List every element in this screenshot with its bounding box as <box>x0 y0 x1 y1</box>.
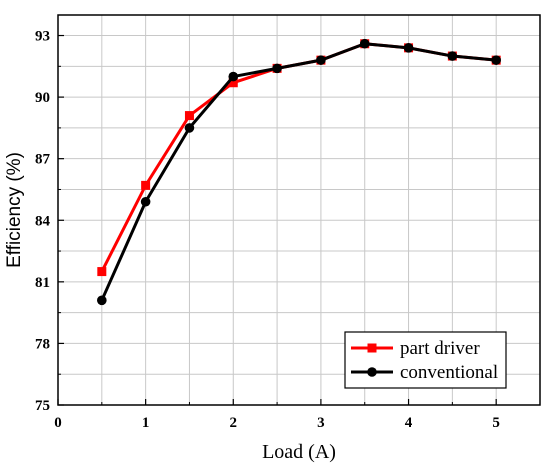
data-point-conventional <box>316 55 326 65</box>
x-tick-label: 2 <box>230 415 238 431</box>
x-tick-label: 4 <box>405 415 413 431</box>
axis-ticks: 0 1 2 3 4 5 75 78 81 84 87 90 93 <box>35 29 500 431</box>
y-tick-label: 90 <box>35 90 50 106</box>
legend-marker-conventional <box>367 367 377 377</box>
plot-frame <box>57 14 541 406</box>
data-point-part-driver <box>228 78 238 88</box>
data-point-conventional <box>491 55 501 65</box>
data-point-conventional <box>403 43 414 53</box>
data-point-conventional <box>359 38 370 49</box>
series-line-conventional <box>100 42 497 301</box>
data-point-part-driver <box>184 111 194 121</box>
x-tick-label: 0 <box>54 415 62 431</box>
y-axis-title: Efficiency (%) <box>4 152 25 268</box>
data-point-conventional <box>140 196 151 207</box>
x-tick-label: 3 <box>317 415 325 431</box>
y-tick-label: 87 <box>35 152 51 168</box>
legend: part driver conventional <box>344 331 507 389</box>
x-tick-label: 1 <box>142 415 150 431</box>
data-point-conventional <box>447 51 458 61</box>
series <box>97 38 501 306</box>
data-point-part-driver <box>141 180 151 190</box>
y-tick-label: 75 <box>35 398 50 414</box>
legend-box <box>344 331 507 389</box>
data-point-conventional <box>272 63 282 74</box>
x-tick-label: 5 <box>492 415 500 431</box>
data-point-conventional <box>184 123 195 133</box>
y-tick-label: 84 <box>35 213 51 229</box>
series-line-part-driver <box>100 42 497 273</box>
legend-label-part-driver: part driver <box>400 338 480 359</box>
y-tick-label: 81 <box>35 275 50 291</box>
data-point-conventional <box>228 71 239 82</box>
x-axis-title: Load (A) <box>262 441 336 463</box>
legend-label-conventional: conventional <box>400 362 498 383</box>
data-point-conventional <box>97 295 107 306</box>
legend-marker-part-driver <box>367 343 377 353</box>
data-point-part-driver <box>97 267 107 277</box>
y-tick-label: 78 <box>35 336 50 352</box>
y-tick-label: 93 <box>35 29 50 45</box>
grid <box>58 15 540 405</box>
